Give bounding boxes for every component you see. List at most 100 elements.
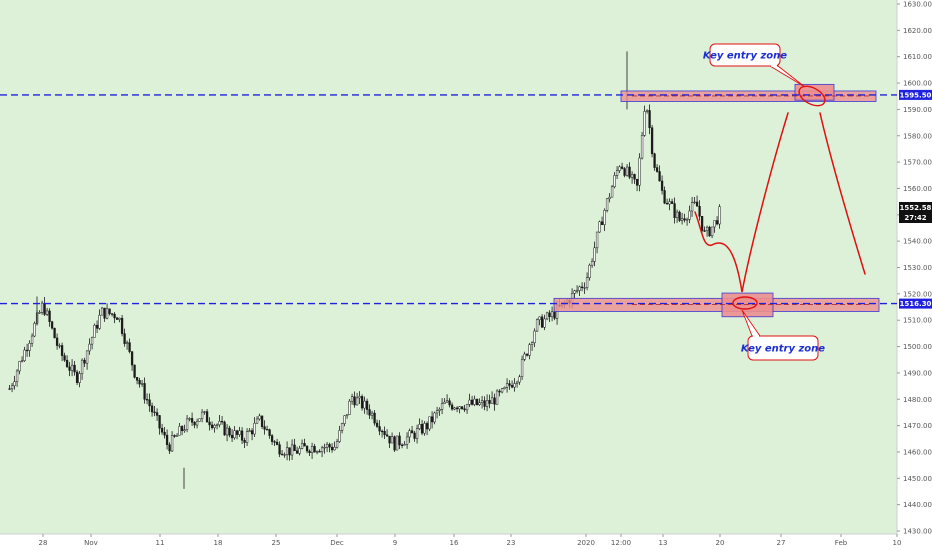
candle-body [388,435,391,444]
candle-body [235,430,239,435]
candle-body [363,400,366,409]
candle-body [343,415,346,424]
candle-body [625,166,629,176]
candle-body [308,450,311,454]
candle-body [175,434,179,437]
candle-body [250,430,254,435]
candle-body [410,430,414,434]
candle-body [53,327,56,339]
candle-body [598,221,601,233]
time-axis-tick-label: 10 [893,539,902,547]
price-axis-tick-label: 1460.00 [903,448,932,456]
candle-body [310,446,314,454]
time-axis-tick-label: 12:00 [611,539,631,547]
candle-body [430,416,434,423]
candle-body [465,404,469,411]
time-axis-background [0,534,932,550]
time-axis-tick-label: 20 [716,539,725,547]
candle-body [208,421,211,426]
candle-body [48,310,51,322]
candle-body [715,220,719,225]
candle-body [428,416,431,430]
candle-body [435,410,439,414]
candle-body [328,444,331,448]
candle-body [25,349,29,352]
candle-body [18,361,21,372]
time-axis-ticks: 28 Nov 11 18 25 Dec 9 16 23 2020 12:00 13 20 27 Feb 10 [39,534,902,547]
time-axis-tick-label: 16 [450,539,459,547]
candle-body [638,157,641,186]
candle-body [673,203,676,218]
candle-body [313,446,316,453]
candle-body [38,312,41,314]
candle-body [378,426,381,432]
price-axis-background [897,0,932,534]
upper-note-box[interactable] [709,43,781,67]
candle-body [535,319,539,332]
candle-body [470,399,474,405]
candle-body [463,408,466,411]
candle-body [588,264,591,278]
candle-body [575,290,579,292]
price-axis-tick-label: 1490.00 [903,369,932,377]
candle-body [68,366,71,371]
candle-body [653,153,656,168]
candle-body [275,441,279,445]
candle-body [498,390,501,393]
candle-body [160,427,164,433]
candle-body [685,219,689,221]
candle-body [138,380,141,385]
candle-body [60,345,64,356]
candle-body [595,231,599,249]
candle-body [710,226,714,237]
candle-body [300,443,304,449]
candle-body [233,430,236,439]
candle-body [350,396,354,402]
candle-body [303,443,306,447]
candle-body [553,311,556,319]
candle-body [88,343,91,352]
time-axis-tick-label: 25 [272,539,281,547]
lower-note-box[interactable] [747,335,819,361]
candle-body [65,359,69,368]
candle-body [473,398,476,405]
lower-level-tag-label: 1516.30 [900,300,932,308]
candle-body [523,353,526,360]
candle-body [688,210,691,220]
time-axis-tick-label: 13 [659,539,668,547]
candle-body [365,400,369,410]
candle-body [395,435,399,451]
candle-body [528,344,531,356]
candle-body [158,415,161,429]
candle-body [400,444,404,446]
candle-body [420,424,424,434]
candle-body [75,371,79,383]
candle-body [678,211,681,221]
upper-note-label: Key entry zone [703,51,787,62]
candle-body [128,342,131,352]
candle-body [458,406,461,410]
price-tags: 1595.50 1516.30 1552.58 27:42 [899,89,932,309]
candle-body [298,448,301,454]
candle-body [433,412,436,423]
candle-body [663,190,666,204]
candle-body [615,170,619,176]
candle-body [650,127,654,154]
candle-body [55,337,59,346]
candle-body [518,376,521,383]
candle-body [445,400,449,403]
price-axis-tick-label: 1540.00 [903,238,932,246]
candle-body [540,316,544,328]
candle-body [45,310,49,315]
candle-body [145,399,149,401]
candle-body [163,431,166,436]
candle-body [525,353,529,356]
current-price-tag [899,202,932,224]
lower-note-label: Key entry zone [741,344,825,355]
candle-body [10,385,14,390]
candle-body [360,396,364,409]
candle-body [485,400,489,407]
candle-body [230,434,234,439]
